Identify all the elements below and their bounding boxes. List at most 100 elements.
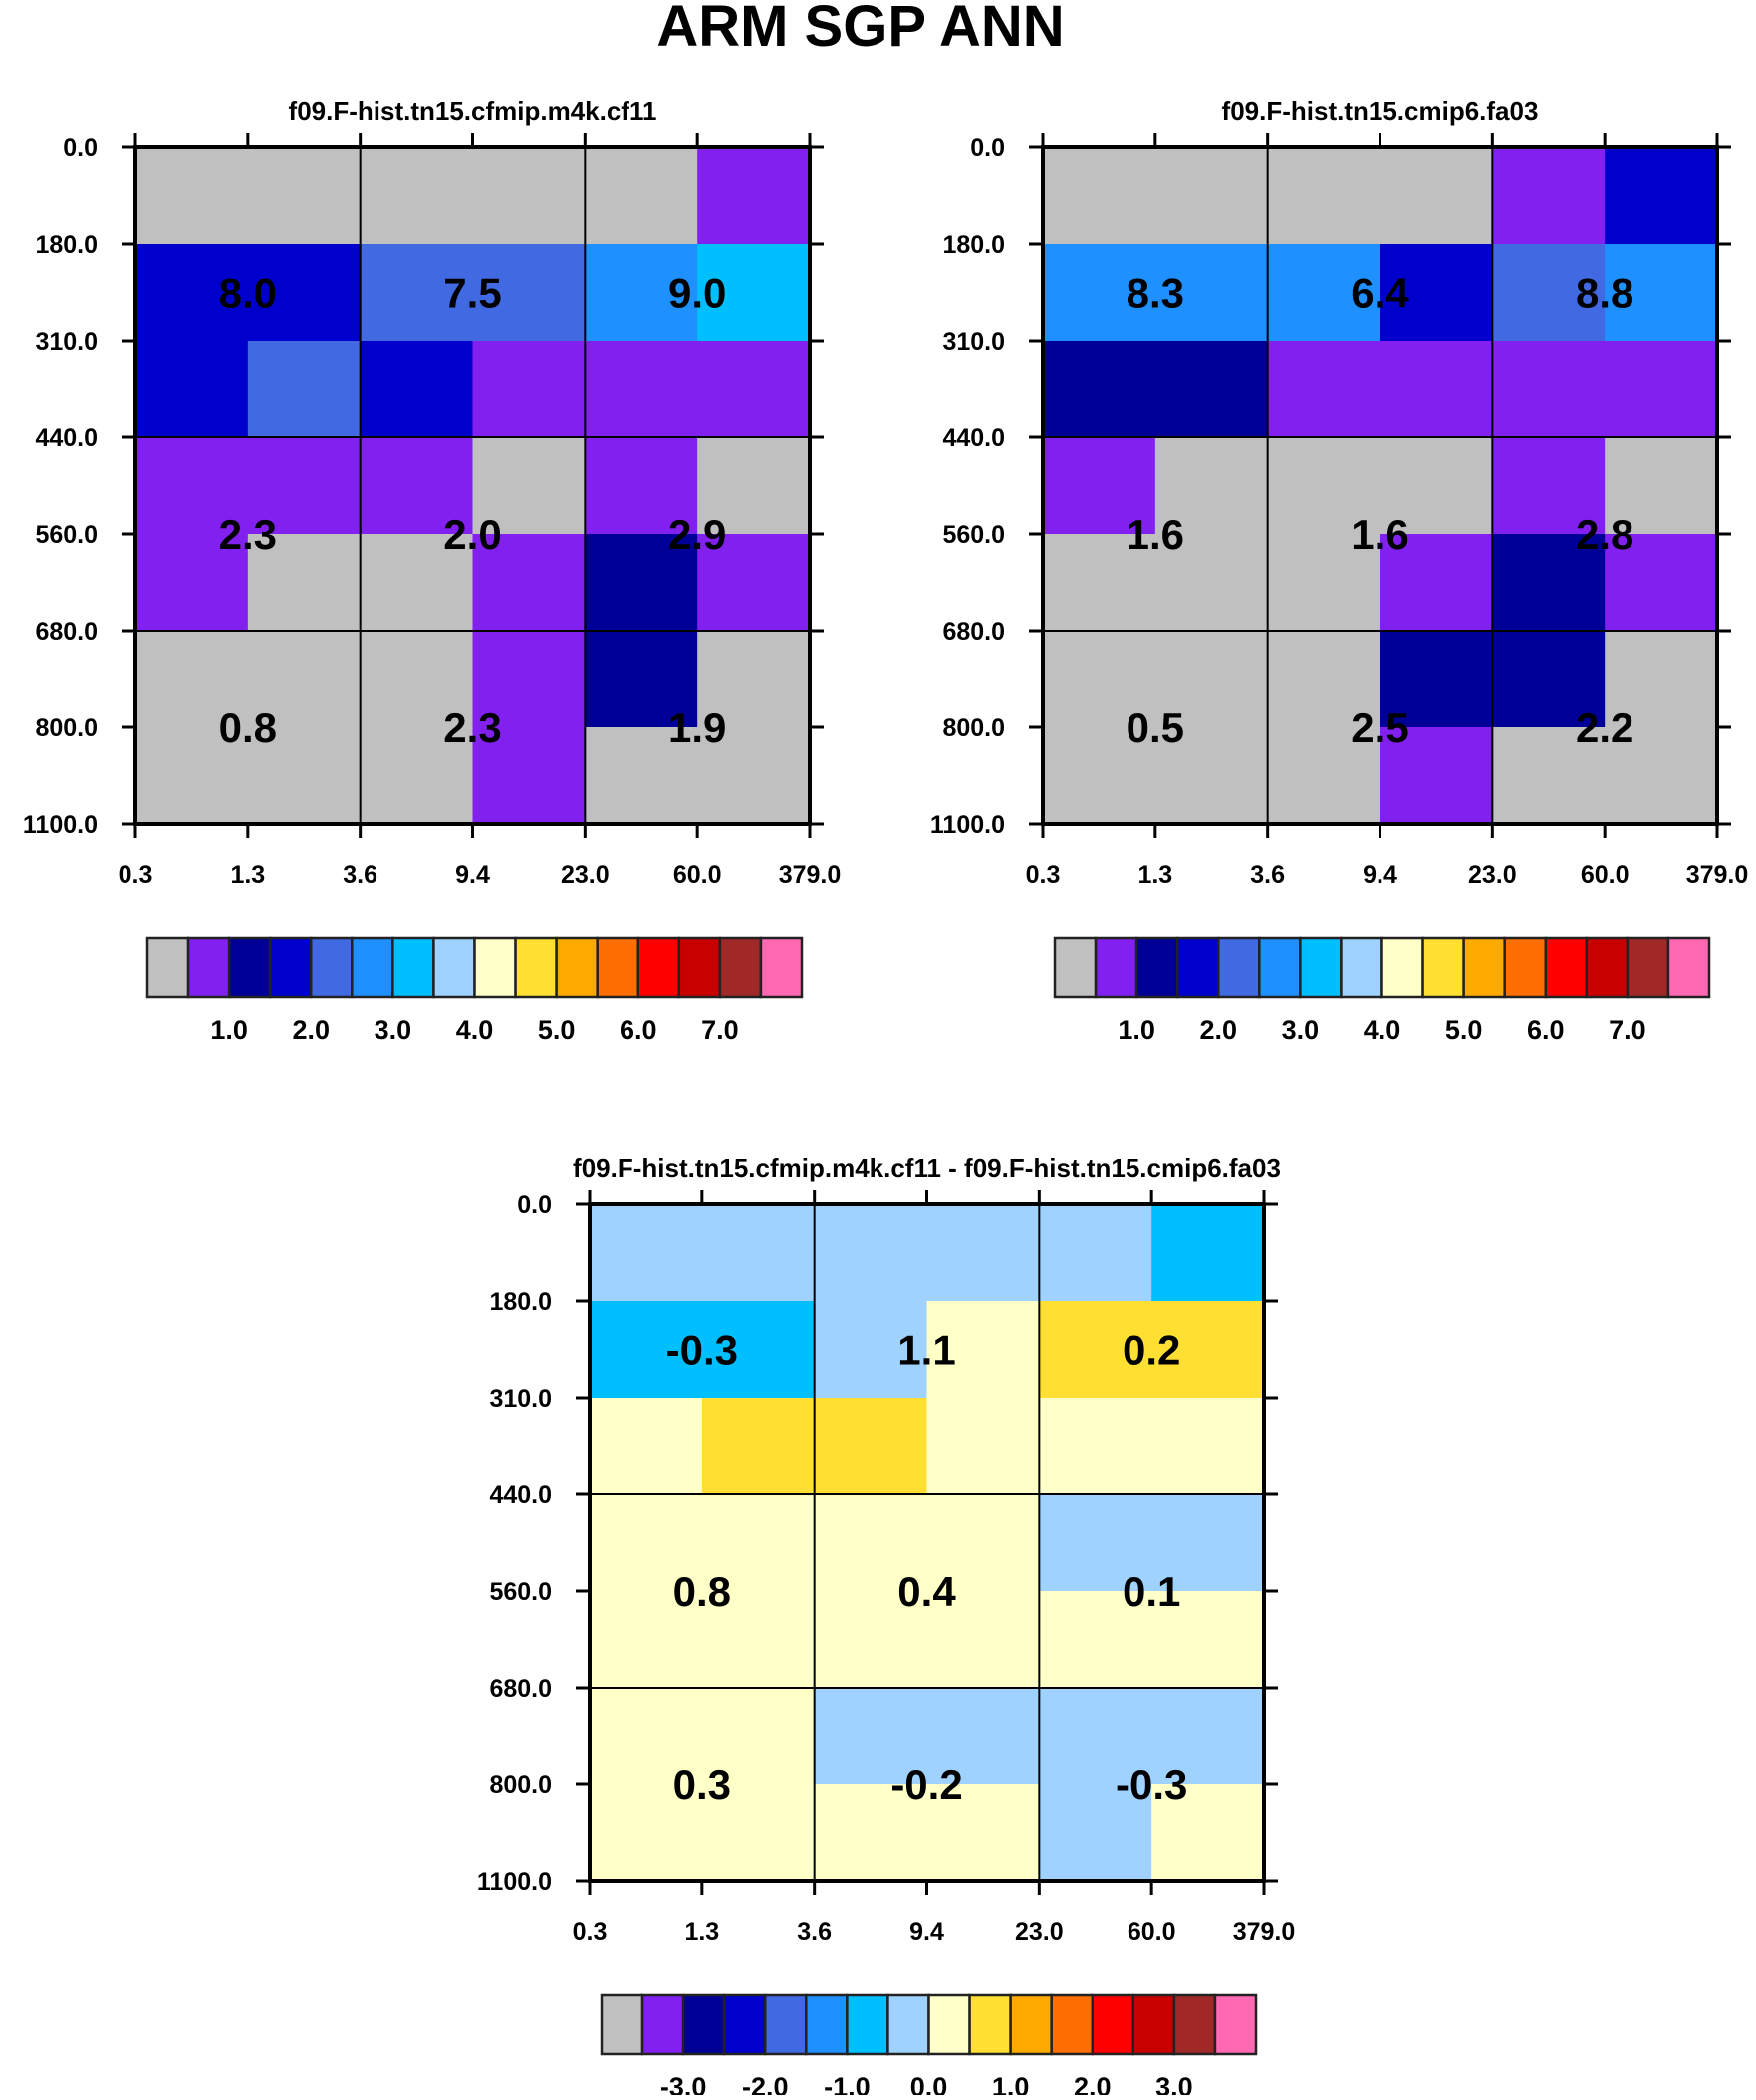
heatmap-cell [472,341,586,438]
y-tick-label: 800.0 [942,714,1005,742]
heatmap-cell [1605,631,1718,728]
heatmap-cell [472,631,586,728]
heatmap-cell [1151,1204,1265,1302]
block-value-label: 9.0 [668,270,726,317]
heatmap-cell [1605,147,1718,245]
colorbar-box [432,936,476,999]
x-tick-label: 23.0 [1468,861,1517,889]
colorbar-label: -1.0 [824,2072,871,2095]
heatmap-cell [1039,1591,1152,1689]
colorbar-box [1585,936,1630,999]
x-tick-label: 60.0 [673,861,722,889]
colorbar: 1.0 2.0 3.0 4.0 5.0 6.0 7.0 [145,936,804,1045]
heatmap-cell [926,1301,1040,1399]
heatmap-cell [585,437,698,535]
colorbar-box [473,936,517,999]
heatmap-cell [585,534,698,632]
colorbar-box [764,1993,808,2056]
y-tick-label: 800.0 [35,714,98,742]
heatmap-cell [701,1591,816,1689]
colorbar-box [1131,1993,1176,2056]
colorbar-box [1053,936,1098,999]
heatmap-cell [697,437,811,535]
block-value-label: 2.3 [219,511,277,558]
x-tick-label: 1.3 [684,1918,719,1946]
heatmap-cell [926,1784,1040,1882]
x-tick-label: 1.3 [230,861,265,889]
block-value-label: 0.8 [673,1568,731,1615]
heatmap-cell [926,1204,1040,1302]
block-value-label: -0.3 [666,1327,738,1374]
colorbar: -3.0 -2.0 -1.0 0.0 1.0 2.0 3.0 [600,1993,1258,2100]
x-tick-label: 3.6 [1250,861,1285,889]
heatmap-cell [1043,341,1156,438]
block-value-label: 0.2 [1123,1327,1180,1374]
heatmap-cell [1154,147,1269,245]
block-value-label: 8.8 [1576,270,1633,317]
y-tick-label: 0.0 [517,1191,552,1219]
heatmap-cell [135,244,249,342]
block-value-label: 1.1 [897,1327,955,1374]
heatmap-cell [701,1784,816,1882]
x-tick-label: 3.6 [797,1918,832,1946]
heatmap-cell [360,341,473,438]
colorbar-label: 6.0 [1527,1015,1565,1045]
heatmap-cell [472,534,586,632]
heatmap-cell [697,244,811,342]
block-value-label: 2.2 [1576,704,1633,751]
heatmap-cell [1043,244,1156,342]
heatmap-cell [135,534,249,632]
heatmap-cell [247,437,362,535]
block-value-label: 0.1 [1123,1568,1180,1615]
heatmap-cell [472,244,586,342]
y-tick-label: 310.0 [489,1385,552,1413]
figure-title: ARM SGP ANN [656,0,1064,59]
heatmap-cell [1267,147,1380,245]
heatmap-cell [247,147,362,245]
colorbar-box [391,936,435,999]
heatmap-panel-1: f09.F-hist.tn15.cfmip.m4k.cf11 0.3 1.3 3.6 9… [23,96,841,1045]
x-tick-label: 23.0 [1015,1918,1064,1946]
colorbar-box [310,936,354,999]
heatmap-cell [360,244,473,342]
colorbar-label: 3.0 [375,1015,412,1045]
heatmap-cell [701,1301,816,1399]
y-tick-label: 180.0 [942,231,1005,259]
block-value-label: 6.4 [1351,270,1409,317]
colorbar-label: -2.0 [742,2072,789,2095]
heatmap-cell [590,1784,703,1882]
x-tick-label: 3.6 [343,861,377,889]
heatmap-cell [1154,341,1269,438]
block-value-label: 8.0 [219,270,277,317]
heatmap-cell [247,341,362,438]
heatmap-cell [1154,631,1269,728]
y-tick-label: 310.0 [942,328,1005,356]
heatmap-cell [1605,244,1718,342]
colorbar-box [1091,1993,1135,2056]
heatmap-cell [590,1591,703,1689]
heatmap-cell [697,727,811,825]
colorbar-box [1380,936,1424,999]
panel-title: f09.F-hist.tn15.cfmip.m4k.cf11 - f09.F-h… [573,1153,1281,1182]
heatmap-cell [360,534,473,632]
colorbar-label: 4.0 [1364,1015,1401,1045]
heatmap-cell [1039,1784,1152,1882]
colorbar-box [1462,936,1506,999]
heatmap-cell [1492,244,1606,342]
heatmap-cell [1380,631,1493,728]
heatmap-cell [1492,631,1606,728]
heatmap-cell [585,147,698,245]
colorbar-box [1175,936,1220,999]
x-tick-label: 379.0 [779,861,842,889]
block-value-label: 2.5 [1351,704,1408,751]
colorbar-box [886,1993,930,2056]
block-value-label: 1.6 [1127,511,1184,558]
block-value-label: 8.3 [1127,270,1184,317]
block-value-label: -0.2 [890,1761,962,1808]
y-tick-label: 440.0 [942,424,1005,452]
x-tick-label: 0.3 [119,861,153,889]
heatmap-cell [360,727,473,825]
colorbar-box [677,936,722,999]
heatmap-cell [701,1398,816,1495]
